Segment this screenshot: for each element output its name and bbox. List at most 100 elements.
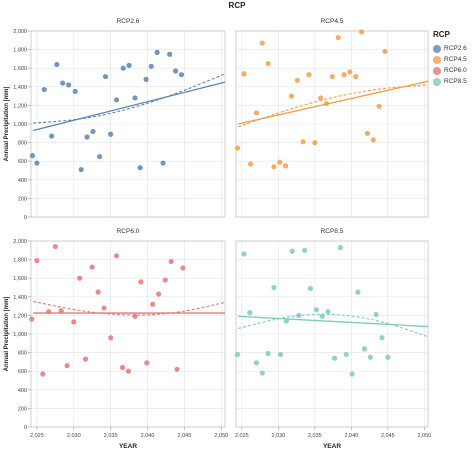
data-point bbox=[355, 289, 361, 295]
x-tick-label: 2,050 bbox=[214, 433, 228, 439]
data-point bbox=[300, 139, 306, 145]
data-point bbox=[379, 335, 385, 341]
quadratic-trend-line bbox=[238, 84, 429, 128]
y-tick-label: 2,000 bbox=[13, 29, 27, 35]
y-tick-label: 600 bbox=[18, 369, 27, 375]
data-point bbox=[343, 351, 349, 358]
data-point bbox=[349, 371, 355, 377]
data-point bbox=[137, 165, 143, 171]
data-point bbox=[312, 140, 318, 146]
data-point bbox=[160, 160, 166, 166]
data-point bbox=[234, 351, 241, 358]
data-point bbox=[54, 61, 60, 68]
x-tick-label: 2,045 bbox=[381, 433, 395, 439]
data-point bbox=[72, 88, 78, 95]
x-tick-label: 2,040 bbox=[141, 433, 155, 439]
data-point bbox=[370, 137, 376, 143]
data-point bbox=[113, 97, 120, 103]
panel-title: RCP8.5 bbox=[321, 228, 344, 235]
data-point bbox=[325, 309, 331, 315]
legend-swatch bbox=[433, 55, 441, 64]
y-tick-label: 2,000 bbox=[13, 239, 27, 245]
data-point bbox=[78, 166, 84, 173]
y-tick-label: 1,800 bbox=[13, 258, 27, 264]
legend-item-rcp6-0: RCP6.0 bbox=[433, 65, 467, 76]
data-point bbox=[29, 316, 35, 322]
y-tick-label: 600 bbox=[18, 159, 27, 165]
data-point bbox=[253, 110, 260, 116]
data-point bbox=[60, 80, 66, 86]
data-point bbox=[241, 71, 247, 77]
data-point bbox=[288, 93, 295, 99]
y-tick-label: 1,600 bbox=[13, 66, 27, 72]
data-point bbox=[90, 128, 96, 135]
data-point bbox=[283, 163, 289, 169]
data-point bbox=[172, 68, 179, 74]
y-tick-label: 200 bbox=[18, 406, 27, 412]
y-tick-label: 1,600 bbox=[13, 276, 27, 282]
y-tick-label: 1,200 bbox=[13, 103, 27, 109]
data-point bbox=[174, 366, 180, 372]
legend-item-rcp8-5: RCP8.5 bbox=[433, 76, 467, 87]
data-point bbox=[248, 161, 254, 167]
panel-rcp6-0: RCP6.0 0 200 400 600 800 1,000 1,200 1,400 1,600 1… bbox=[4, 228, 228, 450]
data-point bbox=[234, 145, 241, 151]
data-point bbox=[265, 60, 271, 67]
data-point bbox=[367, 354, 373, 360]
y-tick-label: 400 bbox=[18, 178, 27, 184]
linear-trend-line bbox=[238, 80, 429, 125]
y-tick-label: 0 bbox=[24, 425, 27, 431]
data-point bbox=[167, 51, 173, 57]
legend-items: RCP2.6 RCP4.5 RCP6.0 RCP8.5 bbox=[433, 43, 467, 87]
panel-frame bbox=[235, 30, 429, 218]
y-axis-label: Annual Precipitation [mm] bbox=[4, 87, 10, 162]
data-point bbox=[154, 49, 160, 55]
data-point bbox=[277, 159, 283, 165]
data-point bbox=[347, 69, 353, 75]
data-point bbox=[307, 285, 314, 292]
data-point bbox=[119, 364, 126, 371]
data-point bbox=[34, 160, 40, 166]
data-point bbox=[180, 265, 186, 271]
data-point bbox=[41, 86, 47, 93]
y-tick-label: 0 bbox=[24, 215, 27, 221]
data-point bbox=[294, 77, 300, 83]
linear-trend-line bbox=[33, 81, 226, 132]
quadratic-trend-line bbox=[33, 73, 226, 124]
data-point bbox=[29, 153, 36, 159]
y-tick-label: 1,200 bbox=[13, 313, 27, 319]
data-point bbox=[126, 62, 132, 69]
x-axis-label: YEAR bbox=[119, 443, 137, 450]
legend-label: RCP8.5 bbox=[444, 78, 467, 85]
x-tick-label: 2,025 bbox=[235, 433, 249, 439]
quadratic-trend-line bbox=[238, 313, 429, 338]
data-point bbox=[337, 244, 343, 251]
data-point bbox=[283, 318, 289, 324]
data-point bbox=[306, 72, 312, 78]
data-point bbox=[66, 82, 72, 88]
data-point bbox=[319, 313, 325, 319]
data-point bbox=[289, 248, 295, 254]
linear-trend-line bbox=[238, 315, 429, 328]
x-tick-label: 2,030 bbox=[271, 433, 285, 439]
data-point bbox=[101, 305, 107, 311]
figure-title: RCP bbox=[228, 1, 246, 10]
data-point bbox=[382, 48, 388, 55]
y-tick-label: 1,000 bbox=[13, 332, 27, 338]
x-axis-label: YEAR bbox=[323, 443, 341, 450]
data-point bbox=[77, 275, 83, 281]
data-point bbox=[40, 371, 46, 377]
data-point bbox=[247, 310, 253, 316]
data-point bbox=[113, 253, 120, 259]
data-point bbox=[361, 346, 368, 352]
x-tick-label: 2,035 bbox=[104, 433, 118, 439]
panel-title: RCP4.5 bbox=[321, 18, 344, 25]
y-tick-label: 1,000 bbox=[13, 122, 27, 128]
x-tick-label: 2,050 bbox=[417, 433, 431, 439]
legend-label: RCP2.6 bbox=[444, 45, 467, 52]
legend-item-rcp2-6: RCP2.6 bbox=[433, 43, 467, 54]
data-point bbox=[34, 257, 40, 264]
data-point bbox=[108, 131, 114, 137]
data-point bbox=[385, 354, 391, 360]
